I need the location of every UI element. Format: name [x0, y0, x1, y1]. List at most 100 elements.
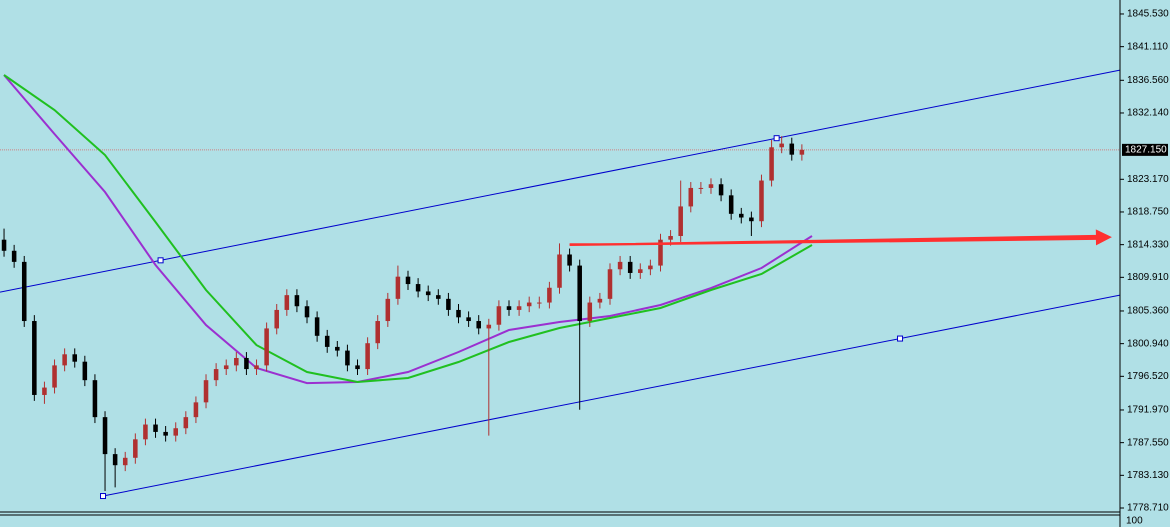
candle-body — [446, 298, 451, 310]
candle-body — [516, 306, 522, 310]
candle-body — [112, 454, 118, 466]
candle-body — [274, 309, 279, 329]
candle-body — [254, 365, 259, 370]
candle-body — [678, 206, 683, 237]
y-tick-label: 1832.140 — [1127, 108, 1169, 119]
candle-body — [415, 284, 421, 292]
candle-body — [213, 369, 219, 381]
current-price-box — [1122, 143, 1168, 156]
candle-body — [638, 269, 643, 273]
candle-body — [557, 254, 562, 288]
candle-body — [617, 261, 623, 270]
anchor-point — [100, 493, 107, 500]
candle-body — [739, 213, 744, 218]
candle-body — [42, 387, 47, 395]
candle-body — [749, 217, 754, 222]
anchor-point — [897, 335, 904, 342]
candle-body — [355, 365, 360, 370]
candle-body — [375, 321, 380, 344]
y-tick-label: 1796.520 — [1127, 371, 1169, 382]
candle-body — [537, 302, 542, 304]
candle-body — [779, 143, 784, 148]
candle-body — [436, 295, 441, 299]
moving-average — [3, 74, 813, 385]
candle-body — [688, 187, 694, 207]
candle-body — [769, 147, 774, 181]
candle-body — [648, 265, 653, 270]
candle-body — [234, 357, 239, 366]
candle-body — [395, 276, 401, 299]
candle-body — [456, 309, 461, 318]
plot-area — [0, 69, 1121, 500]
arrow — [569, 229, 1112, 247]
candle-body — [607, 269, 613, 299]
candle-body — [597, 298, 603, 303]
y-tick-label: 1809.910 — [1127, 272, 1169, 283]
candle-body — [82, 361, 88, 381]
candle-body — [304, 306, 310, 318]
candle-body — [21, 261, 27, 322]
candle-body — [153, 424, 158, 432]
candle-body — [728, 195, 734, 214]
candle-body — [11, 250, 17, 262]
candle-body — [658, 239, 663, 266]
candle-body — [526, 302, 532, 307]
candle-body — [506, 306, 512, 310]
candle-body — [799, 149, 805, 155]
y-tick-label: 1778.710 — [1127, 503, 1169, 514]
candle-body — [163, 431, 168, 436]
candle-body — [425, 291, 431, 296]
candle-body — [264, 328, 269, 366]
candle-body — [718, 184, 724, 196]
candle-body — [385, 298, 391, 322]
y-tick-label: 1836.560 — [1127, 75, 1169, 86]
y-tick-label: 1814.330 — [1127, 239, 1169, 250]
candle-body — [203, 380, 209, 403]
candle-body — [698, 187, 704, 189]
y-tick-label: 1787.550 — [1127, 437, 1169, 448]
channel-line — [102, 294, 1121, 497]
y-tick-label: 1841.110 — [1127, 41, 1168, 52]
candle-body — [335, 346, 340, 351]
y-tick-label: 1805.360 — [1127, 306, 1169, 317]
candle-body — [62, 354, 67, 366]
candle-body — [244, 357, 249, 370]
candle-body — [52, 365, 57, 388]
candle-body — [708, 184, 714, 188]
candle-body — [1, 239, 7, 251]
candle-body — [668, 236, 673, 240]
y-tick-label: 1818.750 — [1127, 207, 1169, 218]
anchor-point — [773, 135, 780, 142]
y-tick-label: 1800.940 — [1127, 338, 1169, 349]
y-tick-label: 1823.170 — [1127, 174, 1169, 185]
candle-body — [476, 321, 481, 329]
y-tick-label: 1791.970 — [1127, 405, 1169, 416]
candle-body — [627, 261, 633, 273]
candle-body — [365, 343, 370, 370]
candle-body — [324, 335, 330, 347]
candle-body — [577, 265, 582, 322]
candle-body — [122, 457, 128, 466]
candle-body — [587, 302, 593, 322]
candle-body — [567, 254, 572, 266]
candle-body — [183, 417, 189, 429]
current-price-label: 1827.150 — [1125, 145, 1167, 156]
candle-body — [547, 287, 552, 303]
candle-body — [223, 365, 229, 370]
candle-body — [284, 295, 290, 310]
candle-body — [759, 180, 764, 222]
candle-body — [173, 428, 178, 436]
candle-body — [496, 306, 502, 325]
candle-body — [345, 350, 350, 366]
candle-body — [486, 324, 492, 329]
candle-body — [143, 424, 148, 440]
candle-body — [92, 380, 98, 418]
candle-body — [133, 439, 138, 458]
y-tick-label: 1783.130 — [1127, 470, 1169, 481]
indicator-label: 100 — [1126, 516, 1143, 527]
candle-body — [72, 354, 78, 362]
channel-line — [0, 69, 1121, 293]
candle-body — [405, 276, 411, 285]
candle-body — [789, 143, 795, 155]
